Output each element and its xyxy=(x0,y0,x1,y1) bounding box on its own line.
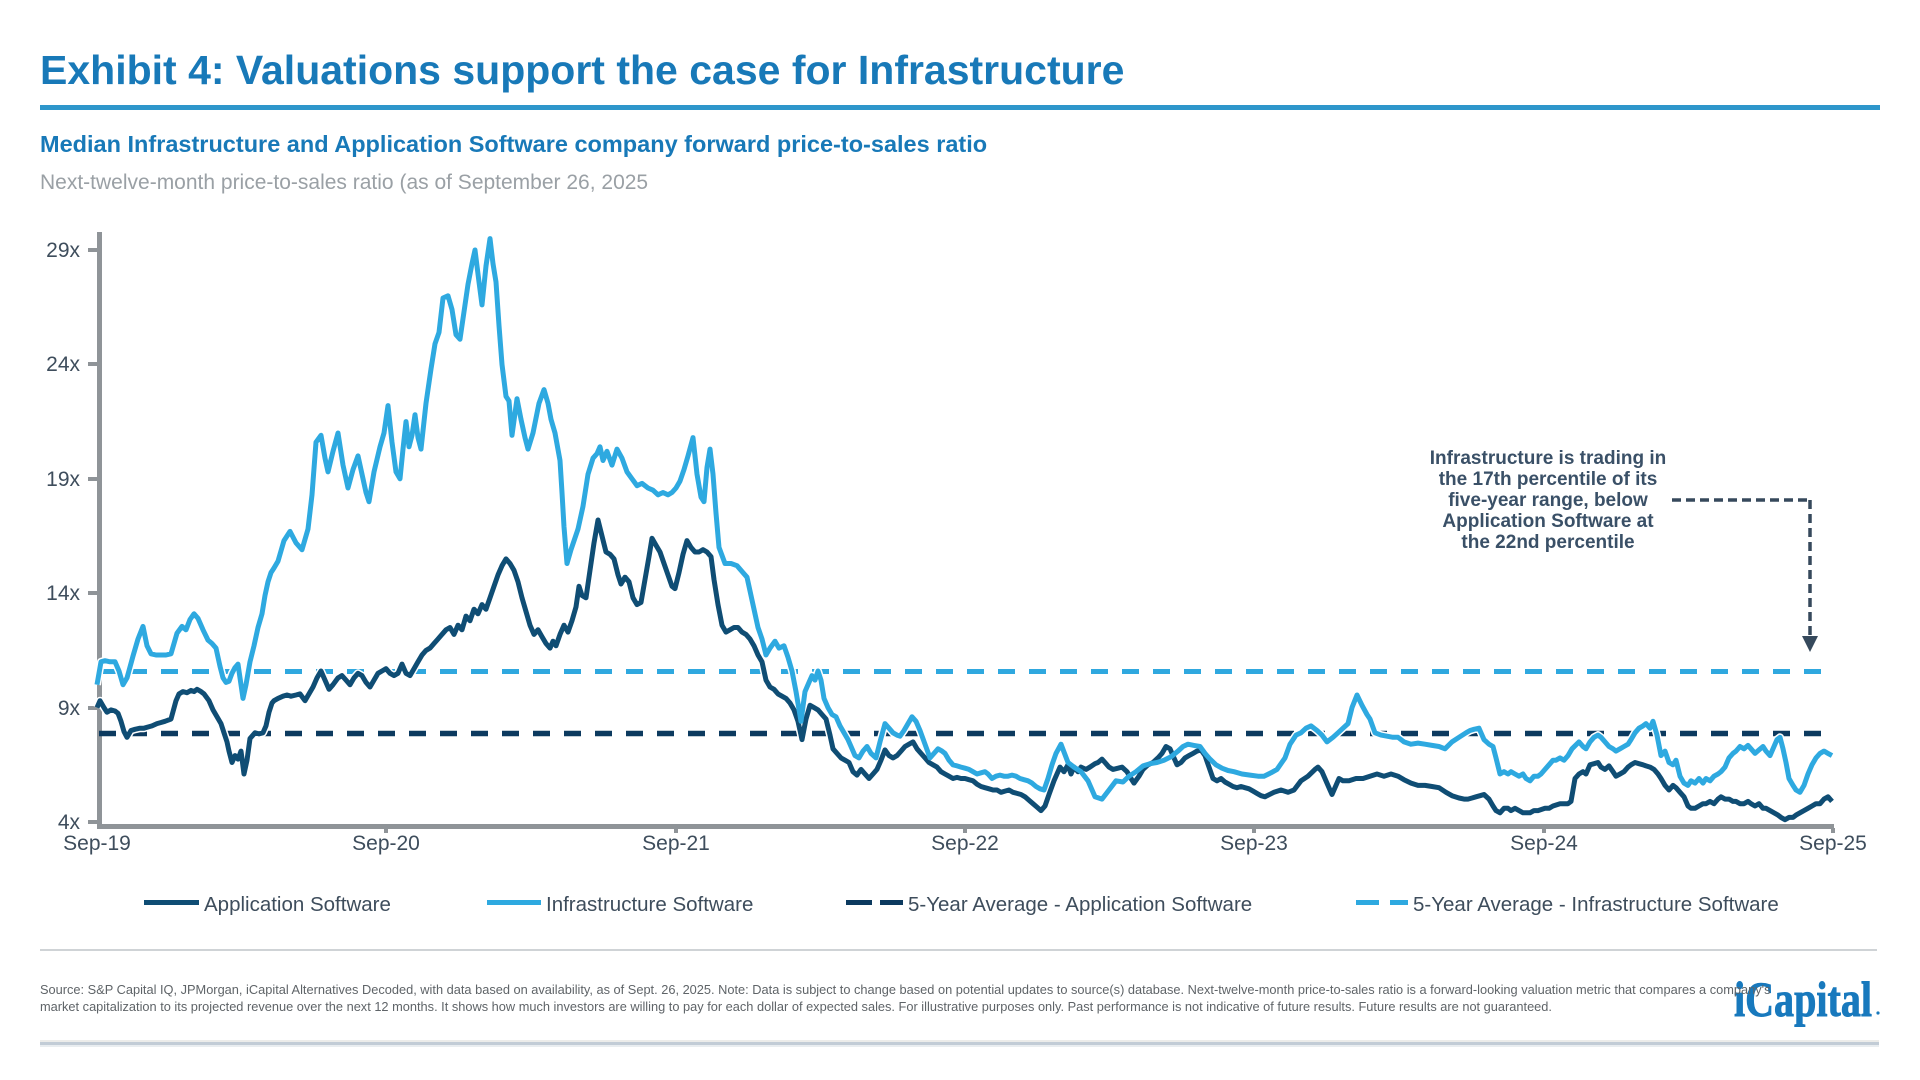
svg-text:Sep-20: Sep-20 xyxy=(352,832,420,855)
svg-text:the 22nd percentile: the 22nd percentile xyxy=(1461,532,1634,553)
svg-text:five-year range, below: five-year range, below xyxy=(1448,490,1648,511)
svg-text:Application Software: Application Software xyxy=(204,893,391,916)
svg-text:4x: 4x xyxy=(58,811,81,834)
svg-text:Sep-19: Sep-19 xyxy=(63,832,131,855)
svg-text:5-Year Average - Infrastructur: 5-Year Average - Infrastructure Software xyxy=(1413,893,1779,916)
svg-text:19x: 19x xyxy=(46,468,80,491)
svg-text:the 17th percentile of its: the 17th percentile of its xyxy=(1439,469,1658,490)
svg-text:5-Year Average - Application S: 5-Year Average - Application Software xyxy=(908,893,1252,916)
svg-text:14x: 14x xyxy=(46,582,80,605)
svg-text:9x: 9x xyxy=(58,697,81,720)
svg-text:iCapital: iCapital xyxy=(1734,971,1872,1027)
svg-text:Sep-21: Sep-21 xyxy=(642,832,710,855)
svg-text:Sep-25: Sep-25 xyxy=(1799,832,1867,855)
svg-text:Infrastructure is trading in: Infrastructure is trading in xyxy=(1430,448,1666,469)
svg-text:Infrastructure Software: Infrastructure Software xyxy=(546,893,753,916)
svg-text:Sep-24: Sep-24 xyxy=(1510,832,1578,855)
svg-text:24x: 24x xyxy=(46,353,80,376)
svg-text:Sep-23: Sep-23 xyxy=(1220,832,1288,855)
svg-text:Application Software at: Application Software at xyxy=(1442,511,1654,532)
svg-text:Sep-22: Sep-22 xyxy=(931,832,999,855)
svg-text:29x: 29x xyxy=(46,239,80,262)
